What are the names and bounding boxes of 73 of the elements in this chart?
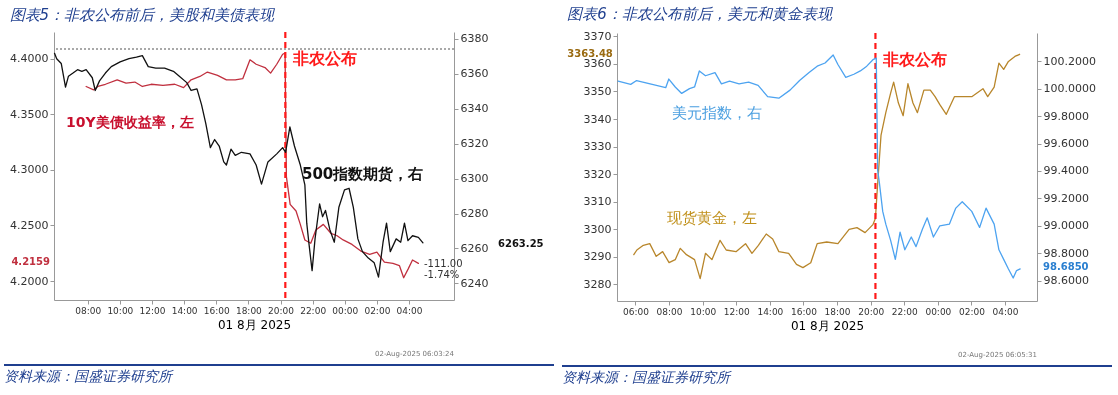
x-tick-label: 18:00 (824, 306, 851, 317)
annotation: -1.74% (424, 268, 460, 280)
text: 98.6850 (1043, 260, 1089, 272)
y-tick-label: 3370 (583, 29, 612, 43)
y-tick-label: 3300 (583, 222, 612, 236)
y-tick-label: 3360 (583, 57, 612, 71)
y2-tick-label: 99.4000 (1043, 164, 1089, 178)
y-tick-label: 3330 (583, 140, 612, 154)
ref-line-label: 非农公布 (882, 49, 948, 69)
text: 资料来源：国盛证券研究所 (4, 364, 554, 386)
chart-title: 图表5：非农公布前后，美股和美债表现 (9, 5, 277, 24)
y-tick-label: 4.2500 (10, 218, 49, 232)
chart-title: 图表6：非农公布前后，美元和黄金表现 (567, 5, 834, 24)
text: 资料来源：国盛证券研究所 (562, 365, 1112, 387)
y-tick-label: 3320 (583, 167, 612, 181)
y2-tick-label: 6280 (460, 207, 489, 221)
annotation: 美元指数，右 (671, 104, 762, 123)
x-tick-label: 02:00 (364, 305, 391, 316)
text: 6263.25 (498, 237, 544, 249)
annotation: -111.00 (424, 257, 463, 269)
y2-tick-label: 6360 (460, 67, 489, 81)
ref-line-label: 非农公布 (292, 48, 358, 68)
x-tick-label: 02:00 (959, 306, 986, 317)
x-tick-label: 14:00 (757, 306, 784, 317)
x-tick-label: 08:00 (75, 305, 102, 316)
y2-tick-label: 98.8000 (1043, 246, 1089, 260)
y2-tick-label: 100.2000 (1043, 54, 1096, 68)
y2-tick-label: 100.0000 (1043, 82, 1096, 96)
y-tick-label: 3290 (583, 250, 612, 264)
annotation: 现货黄金，左 (667, 208, 758, 227)
y-tick-label: 3340 (583, 112, 612, 126)
y2-tick-label: 6240 (460, 276, 489, 290)
x-tick-label: 18:00 (235, 305, 263, 316)
y-tick-label: 3280 (583, 277, 612, 291)
x-tick-label: 04:00 (396, 305, 423, 316)
y2-tick-label: 6340 (460, 102, 489, 116)
y2-tick-label: 6320 (460, 137, 489, 151)
x-tick-label: 20:00 (858, 306, 885, 317)
y-tick-label: 3310 (583, 195, 612, 209)
x-tick-label: 16:00 (203, 305, 230, 316)
text: 3363.48 (567, 48, 613, 60)
y-tick-label: 4.2000 (10, 274, 49, 288)
annotation: 10Y美债收益率，左 (66, 114, 194, 131)
y2-tick-label: 99.0000 (1043, 219, 1089, 233)
x-tick-label: 06:00 (623, 306, 650, 317)
x-tick-label: 04:00 (992, 306, 1019, 317)
x-axis-title: 01 8月 2025 (790, 318, 865, 333)
y2-tick-label: 98.6000 (1043, 274, 1089, 288)
y-tick-label: 4.4000 (10, 52, 49, 66)
y2-tick-label: 99.6000 (1043, 137, 1089, 151)
y2-tick-label: 99.2000 (1043, 191, 1089, 205)
y-tick-label: 3350 (583, 84, 612, 98)
x-tick-label: 00:00 (925, 306, 952, 317)
x-tick-label: 00:00 (332, 305, 359, 316)
text: 4.2159 (11, 256, 51, 268)
x-tick-label: 22:00 (891, 306, 919, 317)
x-tick-label: 10:00 (107, 305, 134, 316)
x-tick-label: 08:00 (656, 306, 683, 317)
x-tick-label: 20:00 (268, 305, 295, 316)
x-axis-title: 01 8月 2025 (217, 317, 292, 332)
annotation: 500指数期货，右 (302, 165, 424, 184)
y-tick-label: 4.3000 (10, 163, 49, 177)
x-tick-label: 22:00 (300, 305, 327, 316)
x-tick-label: 12:00 (139, 305, 166, 316)
y2-tick-label: 6380 (460, 32, 489, 46)
y2-tick-label: 99.8000 (1043, 109, 1089, 123)
x-tick-label: 10:00 (690, 306, 717, 317)
x-tick-label: 12:00 (723, 306, 751, 317)
y-tick-label: 4.3500 (10, 107, 49, 121)
y2-tick-label: 6300 (460, 172, 489, 186)
y2-tick-label: 6260 (460, 242, 489, 255)
x-tick-label: 14:00 (171, 305, 198, 316)
x-tick-label: 16:00 (791, 306, 818, 317)
